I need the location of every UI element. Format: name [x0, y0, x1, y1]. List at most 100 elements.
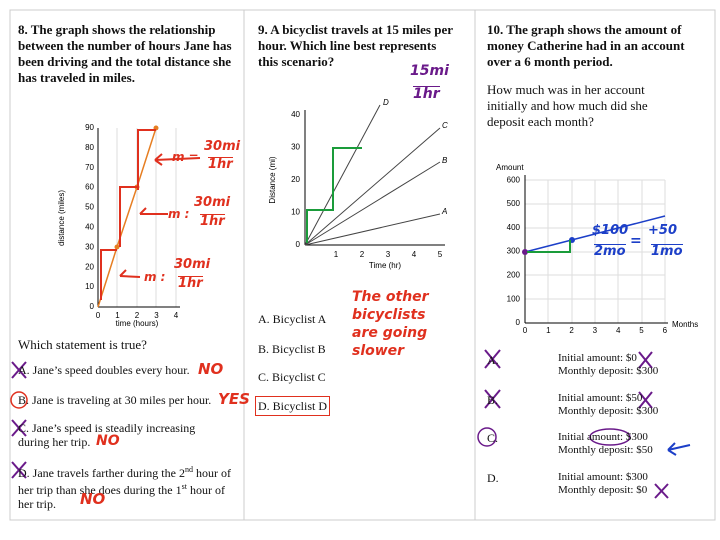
option: Initial amount: $50 Monthly deposit: $300 — [558, 392, 658, 418]
number: 8. — [18, 22, 28, 37]
option-text: Jane travels farther during the 2 — [32, 466, 185, 480]
circle-mark — [477, 427, 497, 447]
y-tick-label: 100 — [507, 294, 521, 303]
rate-note: 15mi — [410, 63, 449, 79]
option: B. Bicyclist B — [258, 342, 326, 356]
option-text: Bicyclist B — [272, 342, 326, 356]
option-text: Bicyclist A — [272, 312, 327, 326]
option: A. Bicyclist A — [258, 312, 326, 326]
circle-mark — [589, 428, 631, 446]
line-label: C — [442, 121, 448, 130]
slope-note: 30mi — [204, 139, 241, 154]
option: Initial amount: $0 Monthly deposit: $300 — [558, 352, 658, 378]
x-tick-label: 5 — [639, 326, 644, 335]
option-text: Initial amount: $300 — [558, 471, 648, 483]
option: D. Bicyclist D — [255, 396, 330, 416]
x-tick-label: 6 — [663, 326, 668, 335]
option-text: Initial amount: $300 — [558, 431, 648, 443]
y-tick-label: 600 — [507, 175, 521, 184]
x-tick-label: 0 — [96, 311, 101, 320]
y-tick-label: 90 — [85, 123, 94, 132]
slope-note: 1hr — [178, 276, 203, 291]
x-tick-label: 5 — [438, 250, 443, 259]
prompt-text: The graph shows the amount of money Cath… — [487, 22, 685, 69]
x-tick-label: 0 — [523, 326, 528, 335]
x-tick-label: 4 — [412, 250, 417, 259]
slope-note: 1hr — [200, 214, 225, 229]
slope-note: 1hr — [208, 157, 233, 172]
origin: 0 — [296, 240, 301, 249]
slope-mark — [100, 249, 117, 300]
number: 9. — [258, 22, 268, 37]
y-tick-label: 10 — [291, 208, 300, 217]
y-tick-label: 10 — [85, 282, 94, 291]
axis-title: Months — [672, 320, 698, 329]
arrow — [139, 207, 168, 215]
option-letter: D. — [487, 471, 499, 485]
axis-title: distance (miles) — [57, 190, 66, 246]
option-text: Monthly deposit: $50 — [558, 444, 653, 456]
option: B. Jane is traveling at 30 miles per hou… — [18, 393, 240, 407]
letter: C. — [258, 370, 270, 384]
rate-note: $100 — [592, 223, 629, 238]
y-tick-label: 400 — [507, 223, 521, 232]
y-tick-label: 300 — [507, 247, 521, 256]
graph-line — [524, 215, 666, 253]
line-label: A — [441, 207, 447, 216]
letter: D. — [18, 466, 30, 480]
line-label: B — [442, 156, 448, 165]
letter: A. — [18, 363, 30, 377]
prompt: 8. The graph shows the relationship betw… — [18, 22, 240, 86]
letter: B. — [258, 342, 270, 356]
option: D. Jane travels farther during the 2nd h… — [18, 463, 240, 511]
y-tick-label: 20 — [291, 175, 300, 184]
option: C. Jane’s speed is steadily increasing d… — [18, 421, 218, 449]
y-tick-label: 40 — [85, 223, 94, 232]
point — [522, 249, 528, 255]
graph-lines — [304, 104, 441, 246]
option-text: Initial amount: $50 — [558, 392, 643, 404]
slope-mark — [306, 147, 362, 243]
graph-line — [97, 127, 157, 308]
arrow — [667, 442, 691, 456]
option-text: Monthly deposit: $300 — [558, 365, 659, 377]
option-letter: A. — [487, 353, 499, 367]
verdict: NO — [198, 360, 224, 378]
superscript: nd — [184, 465, 193, 474]
prompt: 9. A bicyclist travels at 15 miles per h… — [258, 22, 458, 70]
x-tick-label: 2 — [569, 326, 574, 335]
y-tick-label: 30 — [85, 242, 94, 251]
x-tick-label: 4 — [174, 311, 179, 320]
arrow — [154, 153, 201, 166]
option: Initial amount: $300 Monthly deposit: $50 — [558, 431, 653, 457]
slope-mark — [137, 129, 156, 190]
option-text: Jane’s speed is steadily increasing duri… — [18, 421, 196, 449]
x-tick-label: 2 — [360, 250, 365, 259]
slope-note: 30mi — [194, 195, 231, 210]
option-text: Bicyclist D — [272, 399, 327, 413]
grid — [525, 179, 666, 323]
letter: D. — [258, 399, 270, 413]
letter: C. — [18, 421, 30, 435]
option-text: hour of her trip. — [18, 483, 225, 511]
option-letter: C. — [487, 431, 499, 445]
option: C. Bicyclist C — [258, 370, 326, 384]
slope-note: 30mi — [174, 257, 211, 272]
y-tick-label: 30 — [291, 143, 300, 152]
slope-mark — [119, 186, 137, 247]
x-tick-label: 1 — [546, 326, 551, 335]
rate-note: 1mo — [651, 244, 683, 259]
option: A. Jane’s speed doubles every hour. — [18, 363, 240, 377]
x-tick-label: 2 — [135, 311, 140, 320]
verdict: YES — [218, 390, 250, 408]
verdict: NO — [96, 433, 120, 449]
question: How much was in her account initially an… — [487, 82, 648, 129]
rate-note: = — [630, 233, 642, 249]
x-tick-label: 4 — [616, 326, 621, 335]
x-tick-label: 1 — [115, 311, 120, 320]
option-text: Bicyclist C — [272, 370, 326, 384]
number: 10. — [487, 22, 504, 37]
y-tick-label: 20 — [85, 262, 94, 271]
y-tick-label: 0 — [90, 302, 95, 311]
